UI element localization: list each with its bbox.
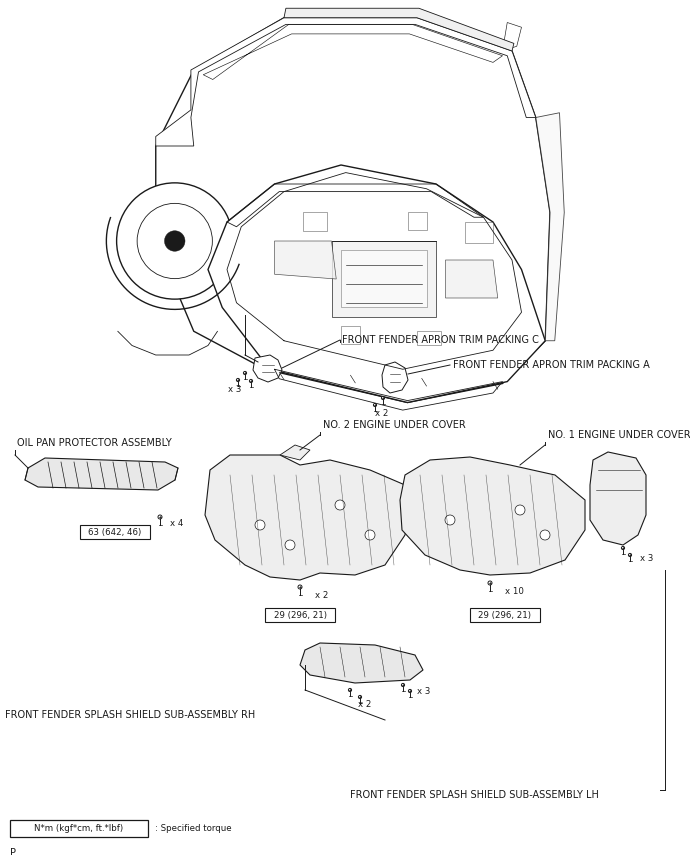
Polygon shape — [590, 452, 646, 545]
Circle shape — [249, 380, 253, 382]
Text: FRONT FENDER APRON TRIM PACKING A: FRONT FENDER APRON TRIM PACKING A — [453, 360, 650, 370]
Circle shape — [158, 515, 162, 519]
Circle shape — [358, 695, 362, 699]
Circle shape — [285, 540, 295, 550]
Text: x 2: x 2 — [315, 591, 328, 599]
Circle shape — [622, 546, 624, 550]
Circle shape — [255, 520, 265, 530]
Polygon shape — [205, 455, 410, 580]
Polygon shape — [400, 457, 585, 575]
Circle shape — [348, 688, 352, 692]
Polygon shape — [280, 445, 310, 460]
Polygon shape — [417, 331, 441, 345]
Circle shape — [373, 404, 377, 407]
Polygon shape — [156, 18, 535, 146]
Text: x 4: x 4 — [170, 518, 184, 528]
Polygon shape — [300, 643, 423, 683]
FancyBboxPatch shape — [10, 820, 148, 837]
Text: FRONT FENDER SPLASH SHIELD SUB-ASSEMBLY RH: FRONT FENDER SPLASH SHIELD SUB-ASSEMBLY … — [5, 710, 255, 720]
Circle shape — [629, 553, 631, 557]
Text: x 3: x 3 — [417, 687, 431, 695]
Text: 63 (642, 46): 63 (642, 46) — [88, 528, 141, 536]
Text: FRONT FENDER SPLASH SHIELD SUB-ASSEMBLY LH: FRONT FENDER SPLASH SHIELD SUB-ASSEMBLY … — [350, 790, 599, 800]
Text: x 2: x 2 — [375, 409, 388, 418]
Polygon shape — [253, 355, 282, 382]
Text: N*m (kgf*cm, ft.*lbf): N*m (kgf*cm, ft.*lbf) — [34, 823, 124, 833]
Polygon shape — [156, 18, 550, 403]
Polygon shape — [382, 362, 408, 393]
Polygon shape — [208, 165, 545, 403]
Polygon shape — [502, 22, 522, 51]
Polygon shape — [446, 260, 497, 298]
FancyBboxPatch shape — [470, 608, 540, 622]
Polygon shape — [303, 213, 327, 232]
Text: P: P — [10, 848, 16, 855]
Polygon shape — [408, 213, 426, 230]
Text: 29 (296, 21): 29 (296, 21) — [478, 610, 531, 620]
Circle shape — [164, 231, 185, 251]
Text: NO. 2 ENGINE UNDER COVER: NO. 2 ENGINE UNDER COVER — [323, 420, 466, 430]
Circle shape — [117, 183, 233, 299]
Circle shape — [408, 689, 412, 693]
Circle shape — [237, 379, 239, 381]
Text: x 3: x 3 — [228, 385, 242, 394]
Text: NO. 1 ENGINE UNDER COVER: NO. 1 ENGINE UNDER COVER — [548, 430, 690, 440]
Text: FRONT FENDER APRON TRIM PACKING C: FRONT FENDER APRON TRIM PACKING C — [342, 335, 539, 345]
Circle shape — [402, 683, 404, 687]
Circle shape — [365, 530, 375, 540]
Circle shape — [137, 203, 213, 279]
Text: : Specified torque: : Specified torque — [155, 823, 232, 833]
Circle shape — [335, 500, 345, 510]
Text: x 10: x 10 — [505, 587, 524, 595]
Circle shape — [445, 515, 455, 525]
Circle shape — [515, 505, 525, 515]
Polygon shape — [535, 113, 564, 341]
Polygon shape — [331, 241, 436, 317]
Circle shape — [298, 585, 302, 589]
Polygon shape — [464, 222, 493, 243]
Polygon shape — [25, 458, 178, 490]
Polygon shape — [275, 241, 336, 279]
Polygon shape — [341, 327, 360, 344]
Circle shape — [382, 397, 384, 399]
Polygon shape — [341, 251, 426, 308]
Circle shape — [244, 371, 246, 374]
FancyBboxPatch shape — [80, 525, 150, 539]
Circle shape — [540, 530, 550, 540]
Text: 29 (296, 21): 29 (296, 21) — [273, 610, 326, 620]
Polygon shape — [284, 9, 514, 51]
Circle shape — [488, 581, 492, 585]
FancyBboxPatch shape — [265, 608, 335, 622]
Text: x 2: x 2 — [358, 700, 372, 709]
Text: OIL PAN PROTECTOR ASSEMBLY: OIL PAN PROTECTOR ASSEMBLY — [17, 438, 172, 448]
Text: x 3: x 3 — [640, 553, 653, 563]
